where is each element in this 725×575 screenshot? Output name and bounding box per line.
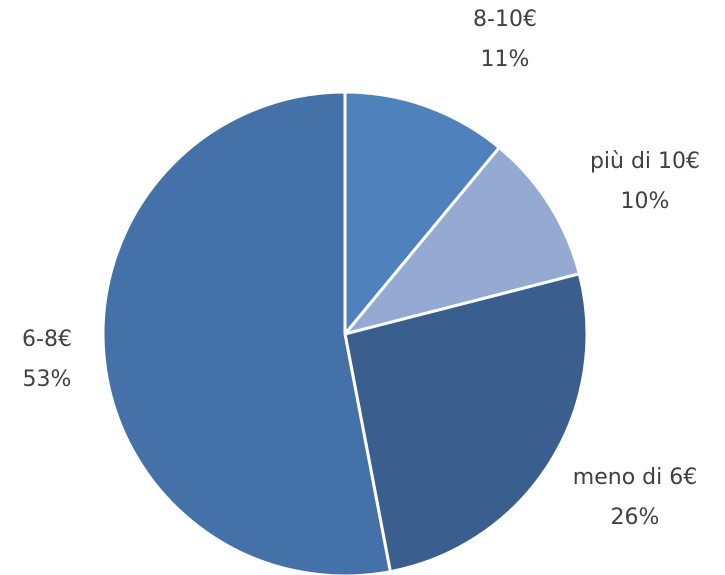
value-label: 53% [22,367,72,392]
category-label: meno di 6€ [572,465,698,490]
pie-slice [343,272,589,574]
pie-slice [343,90,501,336]
value-label: 26% [610,505,660,530]
data-label: più di 10€ 10% [545,142,725,222]
pie-slice [101,90,392,575]
data-label: meno di 6€ 26% [570,458,700,538]
value-label: 11% [480,47,530,72]
category-label: 6-8€ [22,327,72,352]
category-label: 8-10€ [473,7,537,32]
data-label: 8-10€ 11% [405,0,605,80]
value-label: 10% [620,189,670,214]
category-label: più di 10€ [589,149,701,174]
data-label: 6-8€ 53% [0,320,107,400]
